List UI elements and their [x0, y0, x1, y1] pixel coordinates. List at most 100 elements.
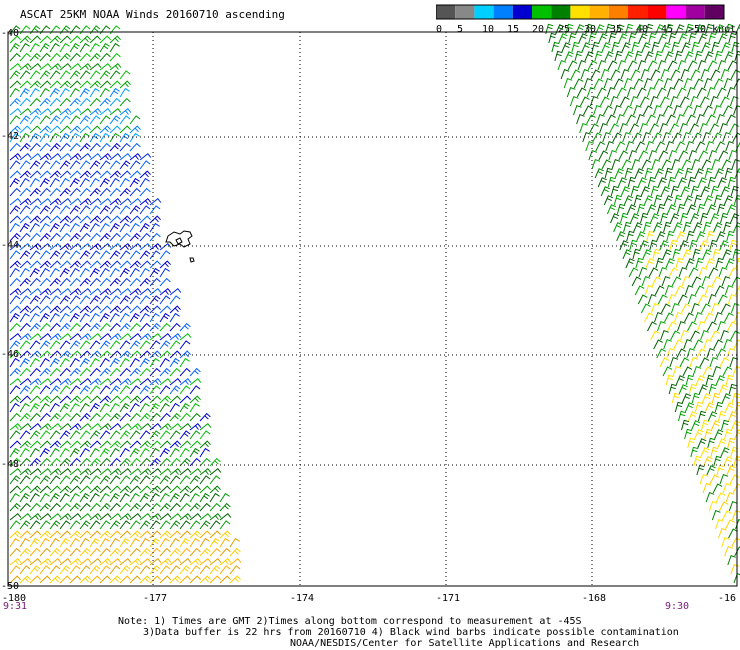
wind-barb — [690, 185, 699, 197]
wind-barb — [99, 322, 111, 332]
wind-barb — [687, 437, 696, 449]
wind-barb — [580, 68, 590, 80]
wind-barb — [573, 104, 582, 116]
wind-barb — [636, 231, 646, 242]
wind-barb — [69, 232, 81, 242]
wind-barb — [9, 440, 21, 449]
wind-barb — [603, 195, 614, 206]
wind-barb — [49, 357, 60, 368]
wind-barb — [49, 152, 62, 161]
wind-barb — [79, 115, 91, 125]
wind-barb — [558, 33, 568, 44]
longitude-labels: -180 -177 -174 -171 -168 -16 — [2, 593, 736, 604]
wind-barb — [69, 142, 81, 152]
wind-barb — [722, 249, 732, 260]
wind-barb — [635, 141, 646, 152]
wind-barb — [49, 547, 61, 557]
wind-barb — [9, 52, 21, 62]
wind-barb — [693, 222, 703, 233]
wind-barb — [49, 537, 60, 548]
wind-barb — [79, 142, 91, 152]
wind-barb — [119, 430, 131, 440]
wind-barb — [696, 87, 707, 98]
wind-barb — [99, 97, 111, 107]
wind-barb — [690, 446, 699, 458]
wind-barb — [39, 440, 51, 449]
wind-barb — [89, 350, 101, 359]
wind-barb — [169, 537, 180, 548]
wind-barb — [119, 492, 130, 503]
wind-barb — [634, 285, 645, 296]
wind-barb — [730, 69, 740, 80]
wind-barb — [696, 113, 705, 125]
wind-barb — [29, 467, 42, 476]
wind-barb — [129, 222, 140, 233]
wind-barb — [59, 152, 72, 161]
wind-barb — [109, 35, 121, 44]
wind-barb — [9, 475, 21, 485]
wind-barb — [49, 35, 61, 44]
wind-barb — [59, 62, 72, 71]
wind-barb — [39, 322, 51, 332]
wind-barb — [149, 377, 162, 386]
wind-barb — [684, 402, 695, 413]
wind-barb — [626, 114, 636, 125]
wind-barb — [199, 457, 211, 467]
wind-barb — [59, 565, 71, 575]
wind-barb — [701, 393, 711, 404]
wind-barb — [641, 42, 651, 53]
wind-barb — [9, 357, 20, 368]
wind-barb — [39, 232, 51, 242]
wind-barb — [645, 258, 655, 269]
wind-barb — [119, 80, 131, 89]
wind-barb — [179, 322, 191, 332]
wind-barb — [69, 557, 82, 566]
wind-barb — [707, 437, 716, 449]
wind-barb — [692, 248, 701, 260]
wind-barb — [668, 149, 678, 161]
wind-barb — [616, 203, 626, 215]
wind-barb — [179, 440, 191, 449]
wind-barb — [695, 375, 705, 386]
wind-barb — [686, 230, 695, 242]
wind-barb — [149, 575, 161, 584]
wind-barb — [169, 475, 181, 485]
wind-barb — [119, 97, 131, 107]
wind-barb — [139, 385, 151, 395]
wind-barb — [69, 512, 82, 521]
wind-barb — [139, 537, 150, 548]
wind-barb — [119, 142, 131, 152]
wind-barb — [719, 357, 730, 368]
wind-barb — [89, 357, 100, 368]
wind-barb — [139, 547, 151, 557]
wind-barb — [624, 51, 634, 62]
wind-barb — [708, 500, 718, 512]
wind-barb — [139, 367, 151, 377]
wind-barb — [695, 257, 704, 269]
wind-barb — [159, 395, 171, 404]
wind-barb — [219, 565, 231, 575]
wind-barb — [609, 123, 619, 134]
wind-barb — [714, 401, 723, 413]
wind-barb — [99, 340, 111, 350]
wind-barb — [169, 530, 181, 539]
wind-barb — [129, 565, 141, 575]
wind-barb — [79, 160, 91, 170]
wind-barb — [79, 170, 91, 179]
wind-barb — [129, 170, 141, 179]
longitude-label: -177 — [143, 593, 167, 604]
wind-barb — [696, 231, 706, 242]
wind-barb — [39, 492, 50, 503]
wind-barb — [59, 467, 72, 476]
wind-barb — [703, 456, 713, 467]
wind-barb — [39, 467, 52, 476]
wind-barb — [9, 70, 21, 80]
wind-barb — [721, 42, 731, 53]
wind-barb — [39, 160, 51, 170]
wind-barb — [79, 430, 91, 440]
wind-barb — [734, 50, 740, 62]
wind-barb — [59, 215, 71, 224]
wind-barb — [149, 332, 162, 341]
wind-barb — [29, 512, 42, 521]
wind-barb — [19, 215, 31, 224]
